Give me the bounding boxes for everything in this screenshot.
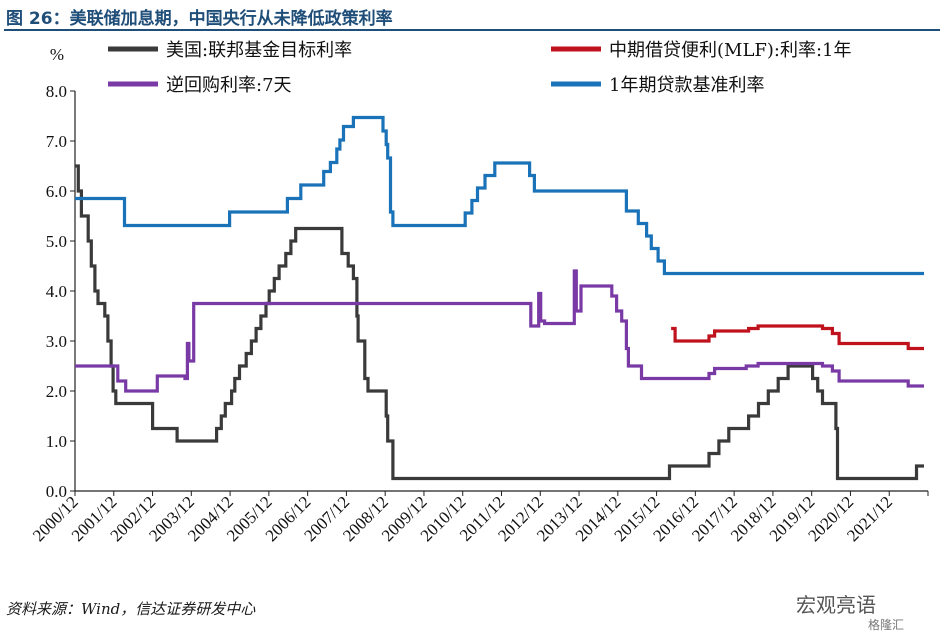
figure-title: 图 26：美联储加息期，中国央行从未降低政策利率 [6,9,393,29]
watermark-sub: 格隆汇 [868,618,905,632]
legend-label: 1年期贷款基准利率 [609,75,764,96]
y-tick-label: 4.0 [46,282,67,301]
watermark-text: 宏观亮语 [796,593,876,617]
y-tick-label: 3.0 [46,332,67,351]
y-tick-label: 6.0 [46,182,67,201]
legend-label: 逆回购利率:7天 [166,75,292,96]
y-tick-label: 0.0 [46,482,67,501]
source-note: 资料来源：Wind，信达证券研发中心 [6,600,256,618]
y-tick-label: 7.0 [46,132,67,151]
y-axis-label: % [50,45,64,64]
y-tick-label: 2.0 [46,382,67,401]
legend-label: 中期借贷便利(MLF):利率:1年 [609,40,852,61]
y-tick-label: 5.0 [46,232,67,251]
series-line [75,269,924,393]
y-tick-label: 8.0 [46,82,67,101]
title-divider [4,29,940,31]
series-line [671,324,924,351]
series-line [75,115,924,276]
series-line [75,164,924,481]
axes: 0.01.02.03.04.05.06.07.08.02000/122001/1… [29,82,929,545]
y-tick-label: 1.0 [46,432,67,451]
series-lines [75,115,924,481]
legend-label: 美国:联邦基金目标利率 [166,40,352,61]
